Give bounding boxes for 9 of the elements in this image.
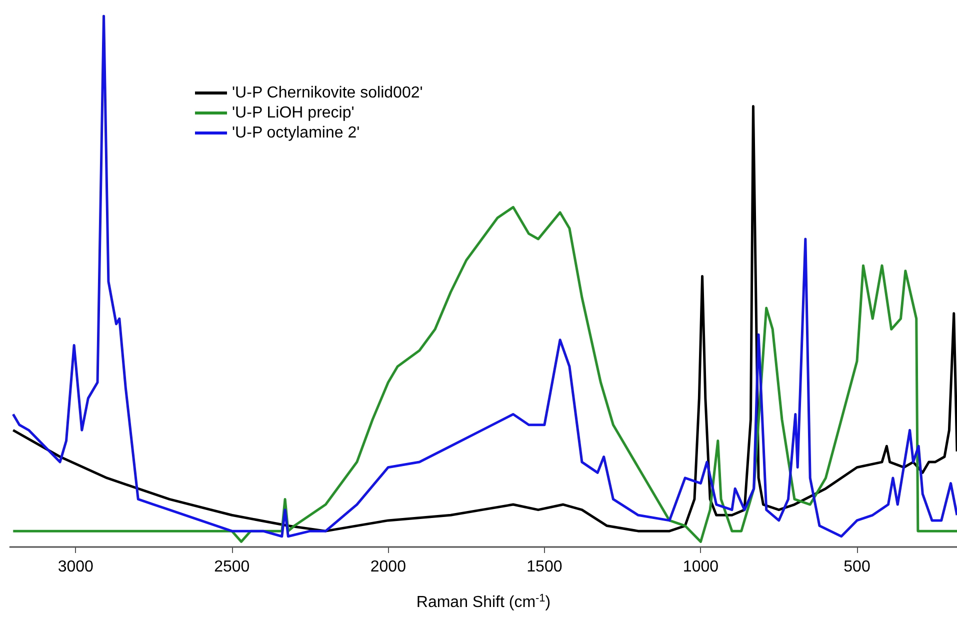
x-tick-label: 2500 <box>214 558 250 576</box>
x-tick-label: 1000 <box>682 558 719 576</box>
x-tick-label: 2000 <box>370 558 406 576</box>
legend-label: 'U-P LiOH precip' <box>232 104 354 122</box>
x-tick-label: 3000 <box>58 558 94 576</box>
legend-label: 'U-P octylamine 2' <box>232 124 360 142</box>
x-tick-label: 500 <box>844 558 870 576</box>
x-tick-label: 1500 <box>526 558 562 576</box>
legend-label: 'U-P Chernikovite solid002' <box>232 84 423 102</box>
